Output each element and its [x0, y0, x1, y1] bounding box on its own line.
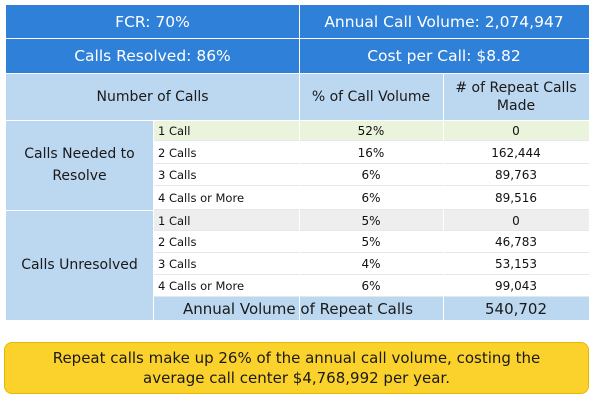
row-repeat-calls: 53,153	[495, 257, 537, 271]
row-label: 3 Calls	[158, 168, 197, 182]
totals-value: 540,702	[443, 297, 589, 320]
table-row-background	[153, 253, 589, 275]
table-row-background	[153, 210, 589, 231]
table-row-background	[153, 141, 589, 164]
group-label-resolve: Calls Needed to Resolve	[6, 120, 153, 210]
table-row-background	[153, 275, 589, 297]
row-pct-volume: 5%	[361, 213, 381, 228]
summary-callout: Repeat calls make up 26% of the annual c…	[4, 342, 589, 394]
fcr-cell: FCR: 70%	[6, 5, 299, 38]
row-pct-volume: 52%	[357, 123, 385, 138]
row-label: 4 Calls or More	[158, 191, 245, 205]
grid-divider	[6, 120, 589, 121]
grid-divider	[6, 38, 589, 39]
column-header-pct-volume: % of Call Volume	[299, 73, 443, 120]
row-label: 2 Calls	[158, 145, 197, 160]
row-pct-volume: 6%	[361, 279, 381, 293]
grid-divider	[299, 73, 300, 320]
table-row-background	[153, 120, 589, 141]
column-header-number-of-calls: Number of Calls	[6, 73, 299, 120]
table-row-background	[153, 164, 589, 186]
row-pct-volume: 6%	[361, 168, 381, 182]
row-label: 4 Calls or More	[158, 279, 245, 293]
table-row-background	[153, 186, 589, 210]
column-header-repeat-calls: # of Repeat Calls Made	[443, 73, 589, 120]
totals-label: Annual Volume of Repeat Calls	[153, 297, 443, 320]
row-repeat-calls: 99,043	[495, 279, 537, 293]
cost-per-call-cell: Cost per Call: $8.82	[299, 38, 589, 73]
row-pct-volume: 16%	[357, 145, 385, 160]
row-label: 3 Calls	[158, 257, 197, 271]
row-pct-volume: 4%	[361, 257, 381, 271]
grid-divider	[6, 210, 153, 211]
row-repeat-calls: 0	[512, 123, 520, 138]
grid-divider	[6, 73, 589, 74]
row-label: 1 Call	[158, 213, 191, 228]
calls-resolved-cell: Calls Resolved: 86%	[6, 38, 299, 73]
annual-volume-cell: Annual Call Volume: 2,074,947	[299, 5, 589, 38]
row-repeat-calls: 89,763	[495, 168, 537, 182]
group-label-unresolved: Calls Unresolved	[6, 210, 153, 320]
table-row-background	[153, 231, 589, 253]
row-label: 2 Calls	[158, 235, 197, 249]
grid-divider	[153, 120, 154, 320]
grid-divider	[443, 73, 444, 320]
row-repeat-calls: 46,783	[495, 235, 537, 249]
row-repeat-calls: 0	[512, 213, 520, 228]
row-label: 1 Call	[158, 123, 191, 138]
call-resolution-table: FCR: 70% Annual Call Volume: 2,074,947 C…	[6, 5, 589, 320]
row-repeat-calls: 89,516	[495, 191, 537, 205]
grid-divider	[299, 5, 300, 73]
row-pct-volume: 6%	[361, 191, 381, 205]
row-pct-volume: 5%	[361, 235, 381, 249]
row-repeat-calls: 162,444	[491, 145, 541, 160]
